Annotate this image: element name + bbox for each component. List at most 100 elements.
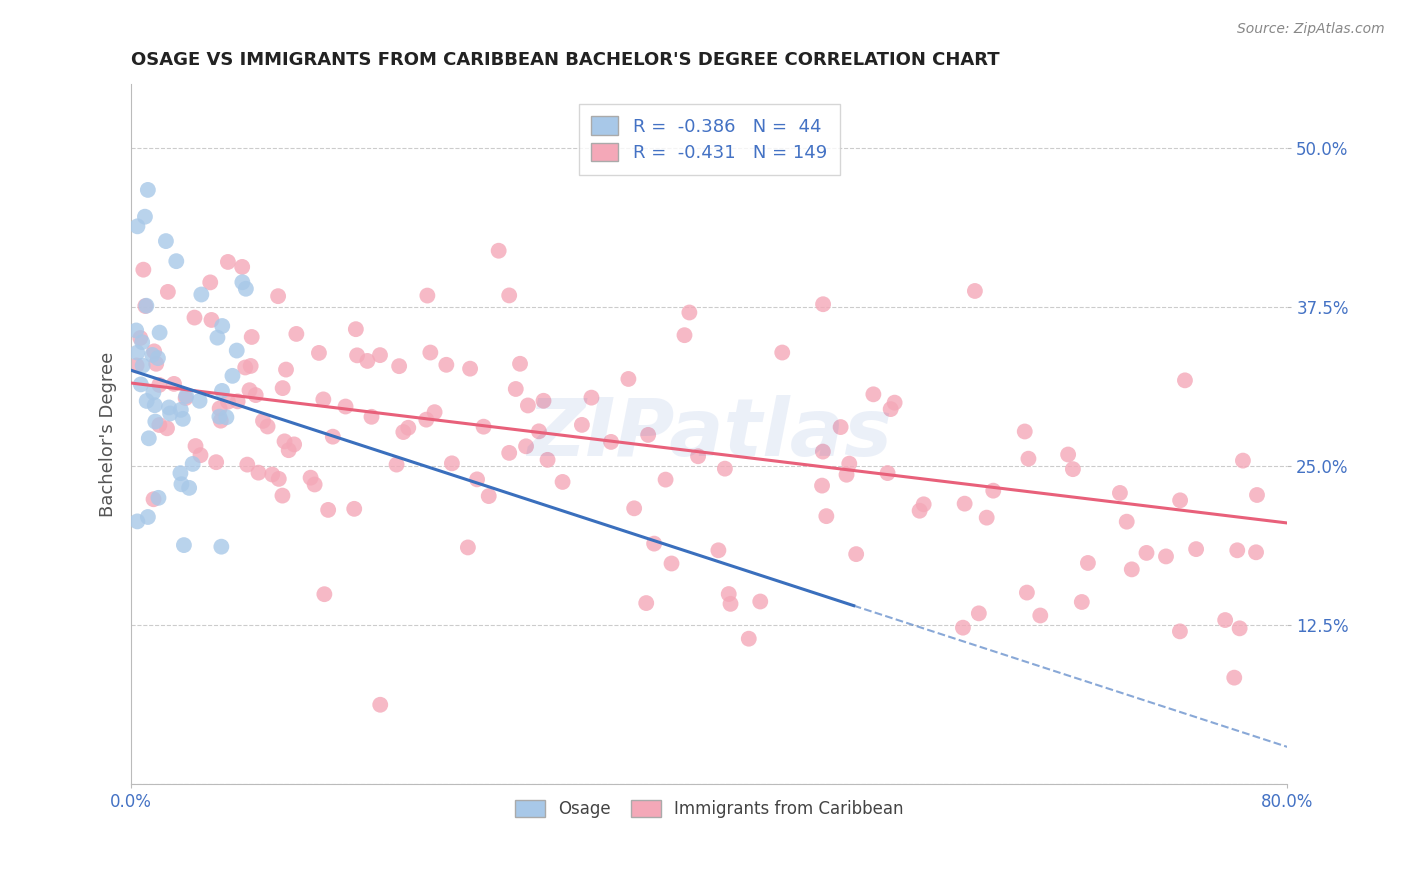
Point	[127, 345, 149, 359]
Point	[256, 419, 278, 434]
Point	[132, 262, 155, 277]
Point	[217, 394, 239, 409]
Point	[209, 414, 232, 428]
Point	[135, 299, 157, 313]
Point	[226, 394, 249, 409]
Point	[174, 391, 197, 405]
Point	[208, 409, 231, 424]
Point	[551, 475, 574, 489]
Point	[159, 407, 181, 421]
Point	[208, 401, 231, 416]
Point	[173, 538, 195, 552]
Point	[163, 376, 186, 391]
Point	[434, 358, 457, 372]
Point	[125, 323, 148, 337]
Point	[686, 449, 709, 463]
Point	[356, 354, 378, 368]
Point	[245, 388, 267, 402]
Point	[416, 288, 439, 302]
Point	[136, 183, 159, 197]
Point	[912, 497, 935, 511]
Point	[623, 501, 645, 516]
Point	[273, 434, 295, 449]
Point	[143, 398, 166, 412]
Point	[673, 328, 696, 343]
Point	[322, 430, 344, 444]
Point	[1223, 671, 1246, 685]
Point	[1226, 543, 1249, 558]
Point	[415, 412, 437, 426]
Point	[205, 455, 228, 469]
Point	[498, 446, 520, 460]
Legend: Osage, Immigrants from Caribbean: Osage, Immigrants from Caribbean	[508, 793, 910, 824]
Point	[1244, 545, 1267, 559]
Point	[967, 607, 990, 621]
Text: ZIPatlas: ZIPatlas	[527, 395, 891, 473]
Point	[457, 541, 479, 555]
Point	[247, 466, 270, 480]
Text: Source: ZipAtlas.com: Source: ZipAtlas.com	[1237, 22, 1385, 37]
Point	[811, 478, 834, 492]
Point	[1121, 562, 1143, 576]
Point	[146, 351, 169, 365]
Point	[749, 594, 772, 608]
Point	[1057, 448, 1080, 462]
Point	[883, 395, 905, 409]
Point	[188, 393, 211, 408]
Point	[1109, 486, 1132, 500]
Point	[271, 381, 294, 395]
Point	[419, 345, 441, 359]
Point	[143, 344, 166, 359]
Point	[343, 501, 366, 516]
Point	[304, 477, 326, 491]
Point	[533, 393, 555, 408]
Point	[129, 377, 152, 392]
Point	[155, 234, 177, 248]
Point	[617, 372, 640, 386]
Point	[516, 399, 538, 413]
Point	[134, 210, 156, 224]
Point	[252, 414, 274, 428]
Point	[127, 219, 149, 234]
Point	[571, 417, 593, 432]
Point	[190, 287, 212, 301]
Point	[1168, 493, 1191, 508]
Point	[1246, 488, 1268, 502]
Point	[908, 504, 931, 518]
Point	[815, 509, 838, 524]
Point	[714, 461, 737, 475]
Point	[141, 348, 163, 362]
Point	[136, 510, 159, 524]
Point	[236, 458, 259, 472]
Point	[169, 466, 191, 480]
Point	[509, 357, 531, 371]
Point	[368, 348, 391, 362]
Point	[581, 391, 603, 405]
Point	[231, 275, 253, 289]
Point	[184, 439, 207, 453]
Point	[1017, 451, 1039, 466]
Point	[156, 285, 179, 299]
Point	[1232, 453, 1254, 467]
Point	[183, 310, 205, 325]
Point	[127, 515, 149, 529]
Point	[157, 401, 180, 415]
Point	[283, 437, 305, 451]
Point	[314, 587, 336, 601]
Point	[217, 255, 239, 269]
Point	[981, 483, 1004, 498]
Point	[1077, 556, 1099, 570]
Point	[811, 444, 834, 458]
Point	[308, 346, 330, 360]
Point	[143, 415, 166, 429]
Point	[527, 425, 550, 439]
Point	[142, 492, 165, 507]
Point	[423, 405, 446, 419]
Point	[209, 540, 232, 554]
Y-axis label: Bachelor's Degree: Bachelor's Degree	[100, 351, 117, 516]
Point	[536, 453, 558, 467]
Point	[211, 318, 233, 333]
Point	[200, 276, 222, 290]
Point	[505, 382, 527, 396]
Point	[1115, 515, 1137, 529]
